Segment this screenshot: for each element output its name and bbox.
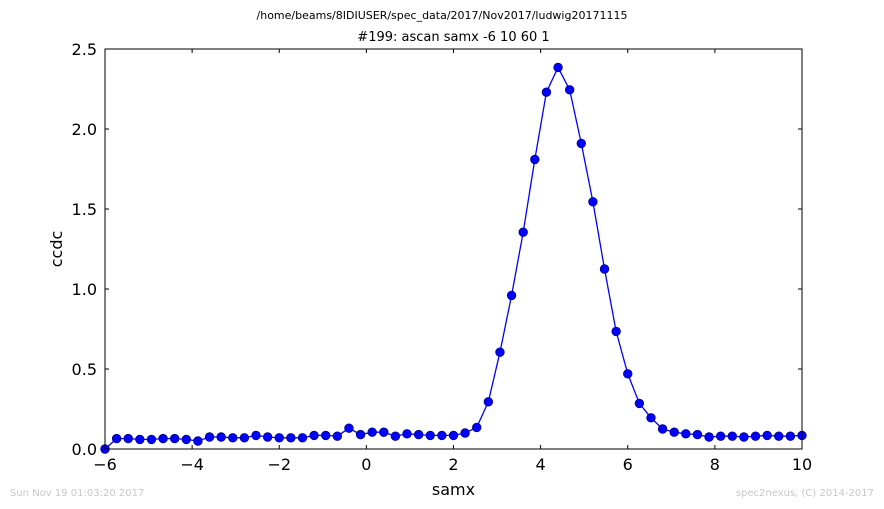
data-point xyxy=(669,427,679,437)
x-tick-label: 2 xyxy=(448,455,458,474)
data-point xyxy=(239,433,250,443)
data-point xyxy=(309,430,319,441)
data-point xyxy=(204,432,215,442)
data-point xyxy=(774,431,784,441)
data-point xyxy=(599,264,610,274)
data-point xyxy=(193,436,203,446)
x-tick-label: −2 xyxy=(267,455,291,474)
x-tick-label: 8 xyxy=(710,455,720,474)
data-point xyxy=(518,227,528,237)
data-point xyxy=(530,154,540,165)
data-point xyxy=(111,433,122,444)
data-point xyxy=(367,427,377,437)
data-point xyxy=(483,397,494,407)
y-tick-label: 1.5 xyxy=(72,200,97,219)
y-tick-label: 2.0 xyxy=(72,120,97,139)
data-point xyxy=(146,434,157,445)
header-path: /home/beams/8IDIUSER/spec_data/2017/Nov2… xyxy=(256,9,628,22)
series-line xyxy=(104,65,803,450)
data-point xyxy=(216,432,226,442)
data-point xyxy=(727,431,738,441)
data-point xyxy=(262,432,273,442)
data-point xyxy=(251,430,261,441)
data-series xyxy=(100,62,807,454)
data-point xyxy=(541,87,552,97)
data-point xyxy=(379,427,389,437)
footer-timestamp: Sun Nov 19 01:03:20 2017 xyxy=(10,488,145,499)
data-point xyxy=(181,434,192,445)
data-point xyxy=(634,398,645,409)
data-point xyxy=(576,138,586,149)
data-point xyxy=(623,369,633,379)
data-point xyxy=(355,429,366,440)
data-point xyxy=(692,429,703,440)
axis-ticks: −6 −4 −2 0 2 4 6 8 10 0.0 0.5 1.0 1.5 2.0 2.5 xyxy=(72,40,813,474)
data-point xyxy=(425,430,435,441)
data-point xyxy=(158,433,168,444)
data-point xyxy=(472,422,482,433)
data-point xyxy=(286,433,296,443)
y-tick-label: 0.5 xyxy=(72,360,97,379)
y-tick-label: 0.0 xyxy=(72,440,97,459)
x-axis-label: samx xyxy=(432,480,475,499)
data-point xyxy=(228,433,238,443)
y-tick-label: 2.5 xyxy=(72,40,97,59)
data-point xyxy=(390,431,401,441)
data-point xyxy=(321,430,331,441)
y-tick-label: 1.0 xyxy=(72,280,97,299)
x-tick-label: 0 xyxy=(361,455,371,474)
data-point xyxy=(553,62,563,73)
footer-credit: spec2nexus, (C) 2014-2017 xyxy=(735,488,874,499)
data-point xyxy=(169,433,180,444)
data-point xyxy=(611,326,621,337)
data-point xyxy=(402,429,412,439)
chart-title: #199: ascan samx -6 10 60 1 xyxy=(357,30,550,45)
data-point xyxy=(588,197,598,207)
data-point xyxy=(681,429,691,439)
x-tick-label: 4 xyxy=(536,455,546,474)
data-point xyxy=(739,432,749,442)
data-point xyxy=(344,423,354,433)
data-point xyxy=(297,433,308,443)
x-tick-label: −4 xyxy=(180,455,204,474)
data-point xyxy=(413,429,424,440)
data-point xyxy=(715,431,726,441)
x-tick-label: −6 xyxy=(93,455,117,474)
data-point xyxy=(785,431,796,441)
x-tick-label: 10 xyxy=(792,455,812,474)
data-point xyxy=(437,430,447,441)
data-point xyxy=(460,428,470,438)
data-point xyxy=(495,347,505,357)
data-point xyxy=(657,424,668,434)
data-point xyxy=(448,430,459,441)
data-point xyxy=(123,433,133,444)
data-point xyxy=(750,431,761,441)
data-point xyxy=(646,413,656,423)
data-point xyxy=(704,432,714,442)
data-point xyxy=(274,433,284,443)
y-axis-label: ccdc xyxy=(47,231,66,268)
data-point xyxy=(762,430,772,441)
data-point xyxy=(135,434,145,445)
data-point xyxy=(332,431,343,441)
data-point xyxy=(564,85,575,95)
x-tick-label: 6 xyxy=(623,455,633,474)
axes-frame xyxy=(104,48,803,450)
data-point xyxy=(506,290,517,301)
